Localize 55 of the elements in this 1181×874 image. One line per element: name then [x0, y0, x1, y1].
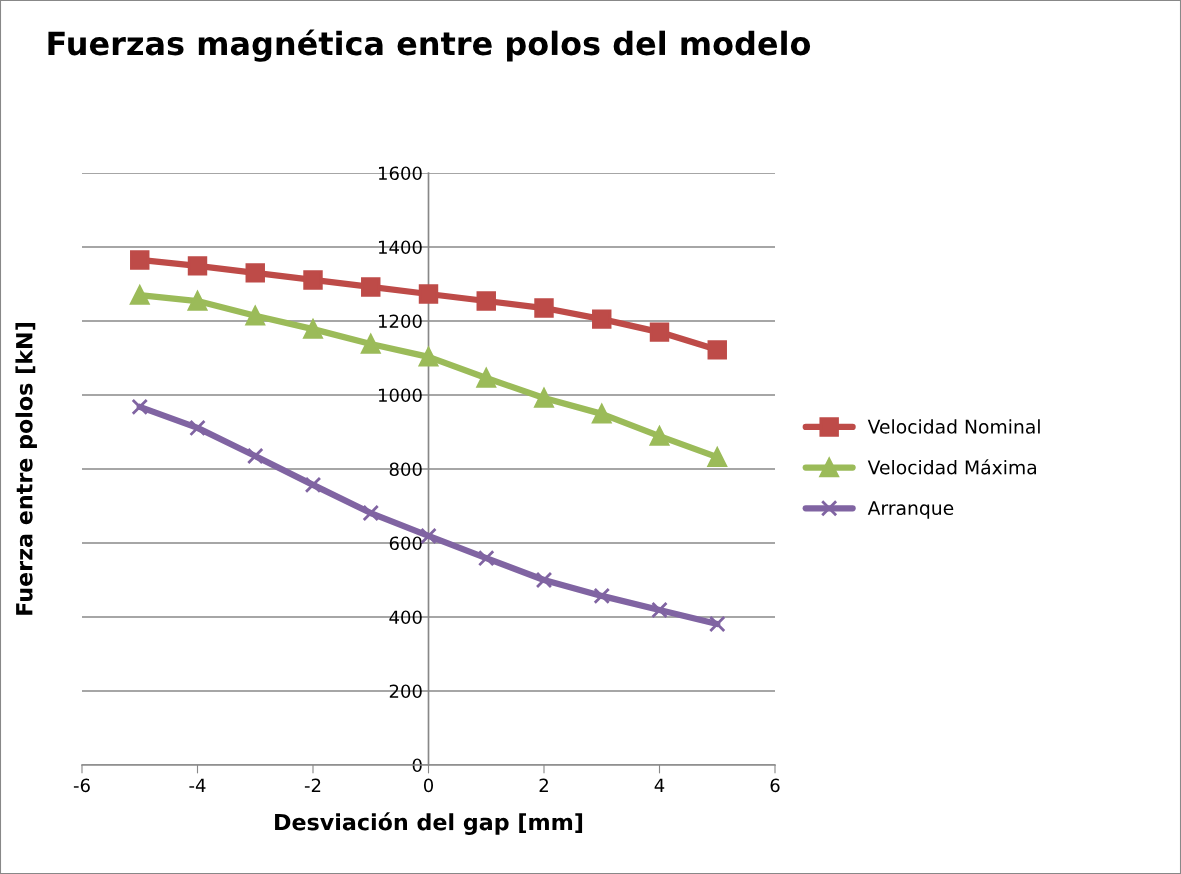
point: [534, 388, 554, 408]
y-tick-label: 0: [412, 758, 422, 773]
point: [245, 263, 265, 283]
point: [476, 368, 496, 388]
y-axis-title: Fuerza entre polos [kN]: [15, 323, 37, 615]
point: [361, 277, 381, 297]
point: [187, 291, 208, 311]
point: [593, 587, 611, 605]
point: [649, 426, 670, 446]
x-tick-label: 6: [770, 778, 780, 793]
point: [418, 347, 439, 367]
point: [592, 404, 612, 424]
x-tick-label: -6: [73, 778, 90, 793]
point: [420, 527, 437, 545]
point: [651, 601, 668, 619]
point: [707, 340, 727, 360]
point: [131, 398, 149, 416]
point: [649, 322, 670, 342]
point: [534, 298, 554, 318]
legend-label: Arranque: [867, 501, 954, 519]
point: [362, 504, 380, 522]
point: [130, 250, 150, 270]
point: [303, 319, 323, 339]
point: [361, 334, 381, 354]
x-tick-label: -4: [189, 778, 206, 792]
y-tick-label: 600: [389, 536, 422, 551]
y-tick-label: 1600: [378, 166, 422, 181]
point: [477, 549, 495, 567]
point: [708, 615, 726, 633]
x-tick-label: -2: [304, 778, 321, 792]
point: [476, 291, 496, 311]
point: [187, 256, 208, 276]
point: [130, 285, 150, 305]
legend-label: Velocidad Nominal: [867, 419, 1040, 434]
y-tick-label: 200: [389, 684, 422, 699]
y-tick-label: 1200: [378, 314, 422, 329]
point: [246, 447, 264, 465]
x-tick-label: 2: [539, 778, 548, 792]
x-tick-label: 0: [423, 778, 434, 793]
point: [245, 306, 265, 326]
point: [418, 284, 439, 304]
point: [189, 419, 206, 437]
point: [707, 447, 727, 467]
legend-label: Velocidad Máxima: [867, 459, 1036, 475]
x-tick-label: 4: [654, 778, 665, 792]
point: [303, 270, 323, 290]
y-tick-label: 1400: [378, 240, 422, 255]
x-axis-title: Desviación del gap [mm]: [275, 812, 583, 835]
point: [592, 309, 612, 329]
y-tick-label: 800: [389, 462, 422, 477]
y-tick-label: 1000: [378, 388, 422, 403]
chart-title: Fuerzas magnética entre polos del modelo: [48, 29, 811, 62]
point: [535, 571, 553, 589]
point: [304, 476, 322, 494]
y-tick-label: 400: [389, 610, 422, 625]
